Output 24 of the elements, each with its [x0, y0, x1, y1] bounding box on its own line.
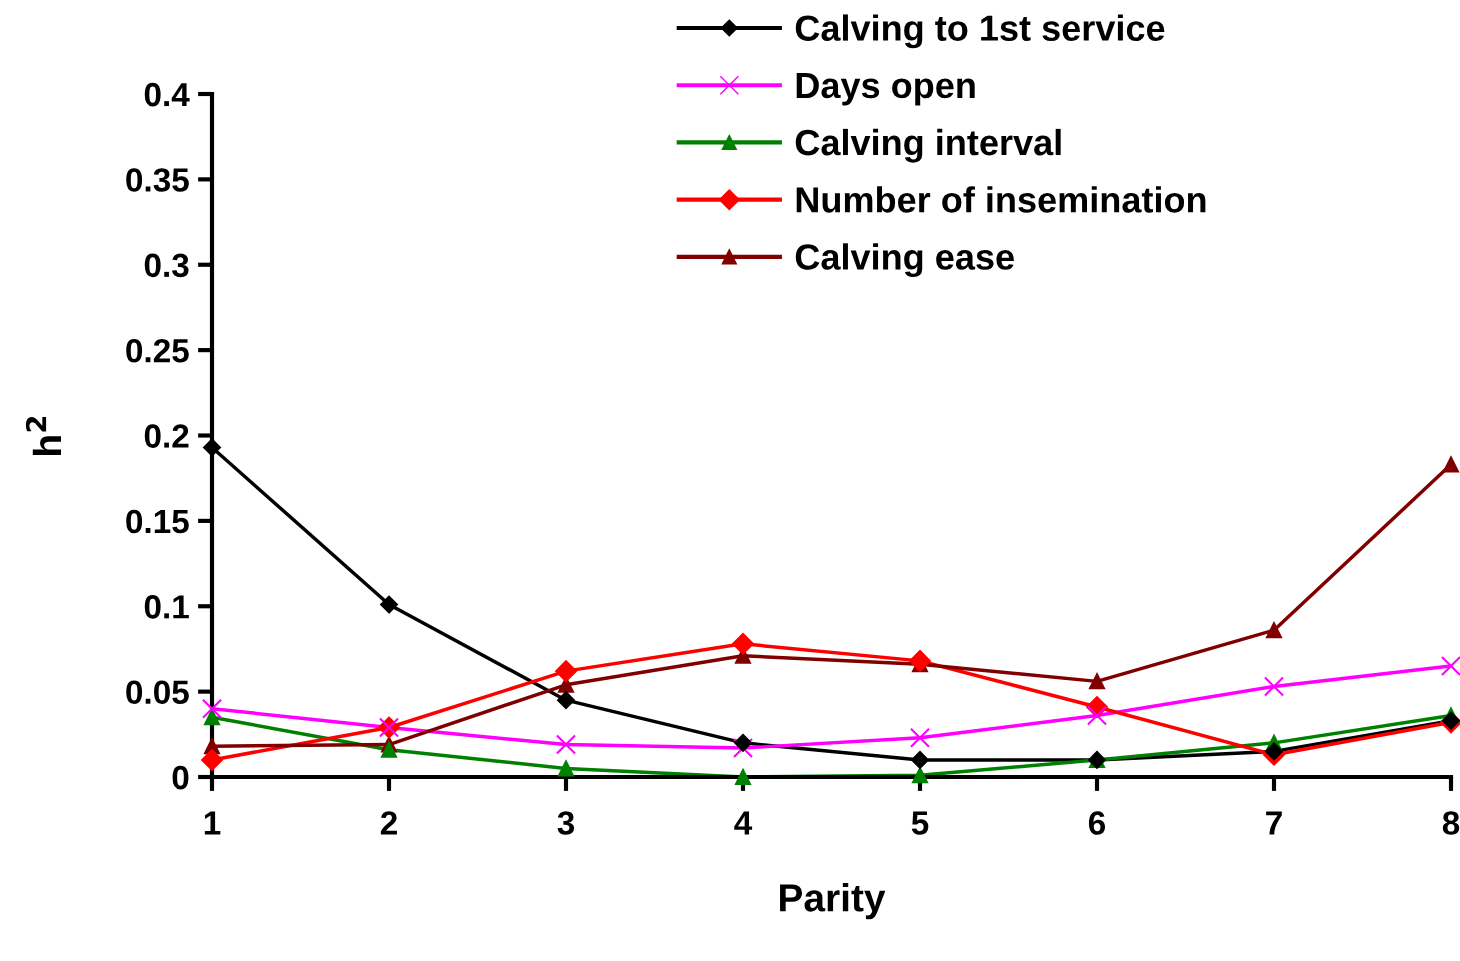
y-tick-label: 0: [172, 765, 189, 790]
x-tick-label: 5: [911, 811, 929, 835]
x-tick-label: 7: [1266, 811, 1282, 835]
legend-label: Calving ease: [795, 243, 1014, 278]
y-tick-label: 0.2: [144, 424, 189, 448]
y-tick-label: 0.15: [126, 509, 189, 534]
x-tick-label: 3: [557, 811, 575, 835]
x-axis-title: Parity: [780, 883, 886, 920]
y-tick-label: 0.05: [126, 680, 189, 705]
x-tick-label: 4: [734, 811, 753, 835]
x-tick-label: 2: [380, 811, 397, 835]
y-tick-label: 0.35: [126, 168, 189, 192]
y-tick-label: 0.4: [144, 82, 190, 107]
x-tick-label: 1: [204, 811, 221, 835]
legend-label: Calving to 1st service: [795, 14, 1165, 49]
legend-label: Days open: [796, 73, 975, 106]
y-tick-label: 0.1: [144, 595, 189, 619]
x-tick-label: 6: [1088, 811, 1106, 835]
x-tick-label: 8: [1442, 811, 1460, 835]
y-axis-title: h$^{2}$: [25, 416, 61, 455]
y-tick-label: 0.3: [144, 253, 189, 278]
legend-label: Number of insemination: [796, 186, 1206, 213]
y-tick-label: 0.25: [126, 338, 189, 363]
legend-label: Calving interval: [795, 128, 1061, 163]
